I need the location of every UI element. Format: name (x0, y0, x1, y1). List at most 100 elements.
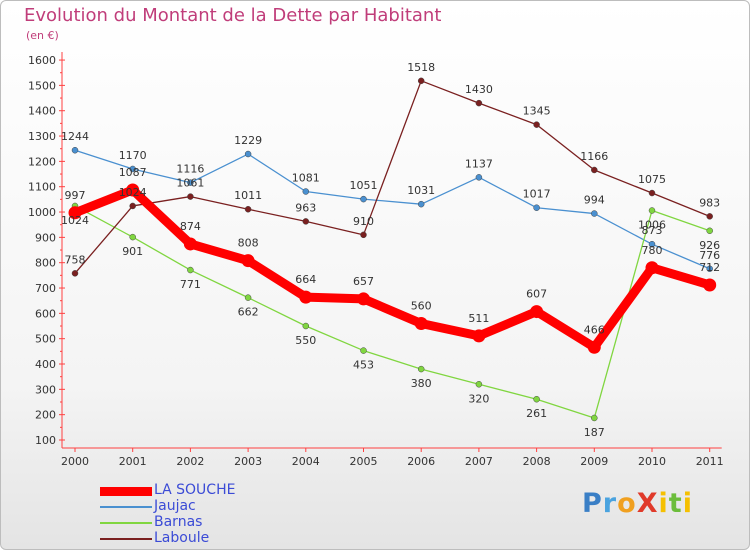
data-label-jaujac: 1017 (523, 188, 551, 201)
data-point-barnas (302, 322, 310, 330)
data-label-laboule: 910 (353, 215, 374, 228)
data-point-la-souche (645, 261, 659, 275)
x-tick-label: 2011 (696, 455, 724, 468)
data-label-laboule: 1075 (638, 173, 666, 186)
legend-label: Laboule (154, 530, 210, 546)
data-label-la-souche: 712 (699, 261, 720, 274)
data-label-jaujac: 1137 (465, 157, 493, 170)
data-label-la-souche: 607 (526, 288, 547, 301)
data-label-barnas: 320 (468, 392, 489, 405)
legend-label: Barnas (154, 514, 203, 530)
data-point-jaujac (475, 174, 483, 181)
data-label-barnas: 187 (584, 426, 605, 439)
data-label-jaujac: 873 (642, 224, 663, 237)
data-label-la-souche: 511 (468, 312, 489, 325)
data-point-jaujac (591, 210, 598, 217)
data-label-laboule: 1518 (407, 61, 435, 74)
data-label-laboule: 1430 (465, 83, 493, 96)
legend-swatch (100, 538, 152, 540)
x-tick-label: 2005 (350, 455, 378, 468)
legend-swatch (100, 486, 152, 496)
y-tick-label: 1300 (28, 130, 56, 143)
x-tick-label: 2003 (234, 455, 262, 468)
data-point-barnas (648, 207, 656, 214)
data-point-laboule (244, 205, 252, 213)
data-label-la-souche: 874 (180, 220, 201, 233)
data-point-la-souche (126, 183, 140, 197)
data-label-jaujac: 776 (699, 249, 720, 262)
data-point-la-souche (587, 340, 601, 354)
y-tick-label: 400 (35, 358, 56, 371)
data-label-jaujac: 1170 (119, 149, 147, 162)
data-label-barnas: 380 (411, 377, 432, 390)
data-point-la-souche (530, 305, 544, 319)
data-point-la-souche (472, 329, 486, 343)
x-tick-label: 2006 (407, 455, 435, 468)
y-tick-label: 1000 (28, 206, 56, 219)
data-point-barnas (706, 227, 713, 235)
data-point-laboule (475, 99, 483, 107)
data-point-laboule (187, 193, 194, 200)
y-tick-label: 800 (35, 257, 56, 270)
data-label-jaujac: 1031 (407, 184, 435, 197)
y-tick-label: 200 (35, 409, 56, 422)
data-point-jaujac (187, 179, 194, 186)
data-label-la-souche: 657 (353, 275, 374, 288)
data-point-barnas (187, 266, 194, 274)
data-point-laboule (417, 77, 425, 85)
data-label-jaujac: 1081 (292, 172, 320, 185)
unit-label: (en €) (26, 29, 59, 42)
data-label-barnas: 901 (122, 245, 143, 258)
data-point-barnas (360, 347, 367, 354)
data-point-laboule (129, 202, 136, 210)
data-point-la-souche (68, 206, 82, 220)
data-point-jaujac (417, 200, 425, 208)
legend-label: Jaujac (154, 498, 196, 514)
data-point-jaujac (648, 240, 656, 248)
data-label-jaujac: 1116 (176, 163, 204, 176)
data-point-laboule (706, 213, 713, 220)
data-label-barnas: 662 (238, 306, 259, 319)
data-label-jaujac: 994 (584, 194, 605, 207)
data-label-laboule: 758 (65, 253, 86, 266)
x-tick-label: 2007 (465, 455, 493, 468)
data-label-barnas: 1006 (638, 219, 666, 232)
data-point-barnas (591, 414, 598, 422)
legend-swatch (100, 522, 152, 524)
x-tick-label: 2008 (523, 455, 551, 468)
data-point-jaujac (71, 146, 79, 154)
x-tick-label: 2009 (580, 455, 608, 468)
series-line-jaujac (74, 149, 711, 270)
data-point-barnas (417, 365, 425, 373)
data-label-jaujac: 1229 (234, 134, 262, 147)
y-tick-label: 500 (35, 333, 56, 346)
data-point-la-souche (183, 237, 197, 251)
data-label-laboule: 983 (699, 196, 720, 209)
y-tick-label: 1200 (28, 155, 56, 168)
data-point-barnas (129, 233, 136, 241)
series-line-la-souche (70, 185, 715, 352)
data-point-la-souche (703, 278, 717, 292)
data-label-laboule: 1011 (234, 189, 262, 202)
data-label-barnas: 926 (699, 239, 720, 252)
data-label-barnas: 1024 (61, 214, 89, 227)
data-point-barnas (533, 395, 540, 403)
data-label-la-souche: 808 (238, 237, 259, 250)
data-label-laboule: 1061 (176, 177, 204, 190)
y-tick-label: 1100 (28, 181, 56, 194)
data-point-laboule (533, 121, 540, 128)
data-point-la-souche (241, 254, 255, 268)
legend-swatch (100, 506, 152, 508)
data-label-jaujac: 1051 (350, 179, 378, 192)
data-label-la-souche: 560 (411, 299, 432, 312)
x-tick-label: 2010 (638, 455, 666, 468)
data-label-la-souche: 780 (642, 244, 663, 257)
y-tick-label: 300 (35, 383, 56, 396)
data-point-laboule (360, 231, 367, 239)
data-label-laboule: 1024 (119, 186, 147, 199)
series-line-barnas (74, 205, 711, 419)
data-label-barnas: 771 (180, 278, 201, 291)
data-label-la-souche: 997 (65, 189, 86, 202)
data-point-jaujac (244, 150, 252, 158)
